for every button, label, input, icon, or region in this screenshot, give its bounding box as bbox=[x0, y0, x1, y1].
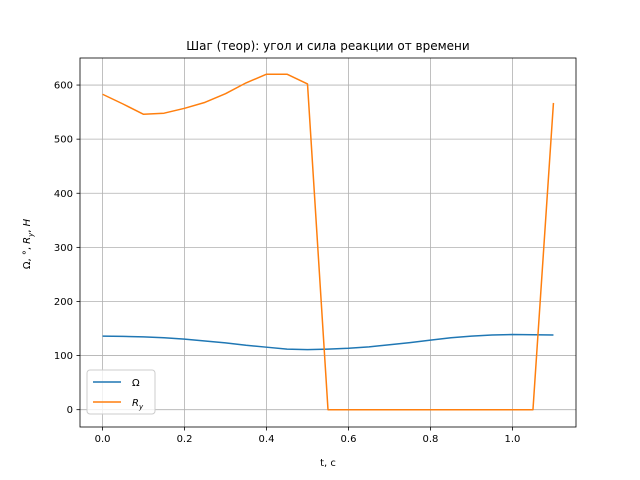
legend-label-ry: Ry bbox=[132, 398, 144, 411]
x-tick-label: 0.6 bbox=[341, 434, 357, 445]
x-axis-label: t, с bbox=[320, 458, 336, 469]
legend-label-omega: Ω bbox=[132, 378, 140, 389]
legend-box bbox=[86, 369, 156, 415]
series-line-omega bbox=[102, 333, 554, 351]
chart-title: Шаг (теор): угол и сила реакции от време… bbox=[186, 39, 469, 53]
y-tick-label: 300 bbox=[54, 243, 73, 254]
y-tick-label: 600 bbox=[54, 81, 73, 92]
y-tick-label: 100 bbox=[54, 351, 73, 362]
x-tick-label: 0.4 bbox=[259, 434, 275, 445]
y-axis-label: Ω, °, Ry, H bbox=[22, 218, 35, 269]
grid bbox=[80, 58, 576, 427]
legend: Ω Ry bbox=[86, 369, 156, 415]
y-tick-label: 400 bbox=[54, 189, 73, 200]
ticks: 0.0 0.2 0.4 0.6 0.8 1.0 0 100 200 300 400 500 600 bbox=[54, 81, 521, 445]
plot-frame bbox=[79, 57, 577, 428]
y-tick-label: 0 bbox=[67, 405, 73, 416]
y-tick-label: 200 bbox=[54, 297, 73, 308]
y-tick-label: 500 bbox=[54, 135, 73, 146]
x-tick-label: 1.0 bbox=[505, 434, 521, 445]
x-tick-label: 0.8 bbox=[423, 434, 439, 445]
x-tick-label: 0.2 bbox=[177, 434, 193, 445]
series-layer bbox=[102, 73, 555, 411]
series-line-ry bbox=[102, 73, 555, 411]
x-tick-label: 0.0 bbox=[95, 434, 111, 445]
